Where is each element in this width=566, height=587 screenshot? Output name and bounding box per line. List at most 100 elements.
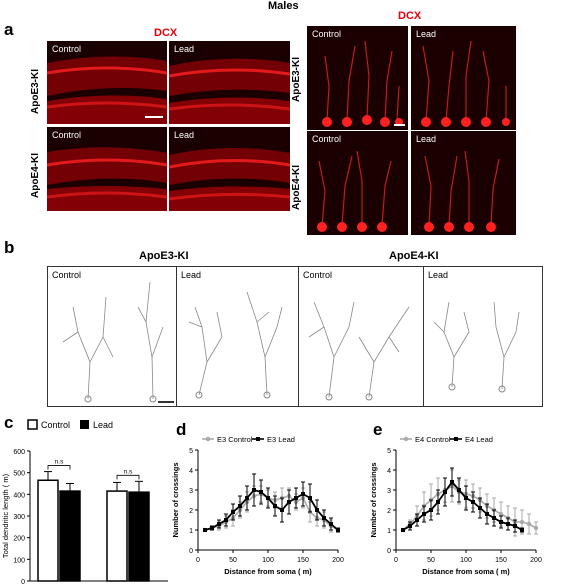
y-tick-label: 2 (387, 508, 391, 515)
legend-marker (256, 437, 260, 441)
trace-label: Control (303, 270, 333, 280)
trace-e3-control: Control (47, 266, 178, 407)
chart-c-dendritic-length: 0 100 200 300 400 500 600 Total dendritic lengt… (1, 419, 168, 586)
data-point (498, 511, 504, 517)
data-point (217, 522, 221, 526)
bar (59, 490, 81, 582)
trace-e4-control: Control (298, 266, 425, 407)
scale-bar (394, 124, 405, 126)
y-tick-label: 300 (13, 514, 25, 521)
micrograph-e3-control-low: Control (47, 41, 167, 124)
data-point (408, 524, 412, 528)
y-tick-label: 0 (21, 579, 25, 586)
panel-e-letter: e (373, 420, 383, 439)
data-point (520, 528, 524, 532)
data-point (443, 490, 447, 494)
micrograph-e3-control-high: Control (307, 26, 408, 130)
y-tick-label: 500 (13, 471, 25, 478)
dendrite-trace (62, 281, 164, 403)
y-axis-label: Total dendritic length ( m) (1, 473, 10, 558)
legend-marker (205, 436, 211, 442)
x-tick-label: 50 (427, 557, 435, 564)
data-point (457, 488, 461, 492)
x-tick-label: 100 (460, 557, 472, 564)
dcx-label-right: DCX (398, 10, 422, 22)
micrograph-e4-lead-low: Lead (169, 127, 290, 211)
y-tick-label: 400 (13, 492, 25, 499)
micrograph-e4-control-high: Control (307, 131, 408, 235)
group-title-apoe4: ApoE4-KI (389, 250, 439, 262)
significance-bracket (47, 465, 71, 470)
y-tick-label: 3 (189, 488, 193, 495)
data-point (231, 510, 235, 514)
data-point (519, 519, 525, 525)
x-tick-label: 150 (297, 557, 309, 564)
micrograph-label: Lead (416, 29, 437, 39)
legend-label-control: Control (41, 420, 70, 430)
significance-label: n.s (55, 459, 64, 466)
data-point (513, 524, 517, 528)
dendrite-trace (308, 301, 410, 401)
data-point (308, 496, 312, 500)
data-point (422, 512, 426, 516)
data-point (429, 508, 433, 512)
neuron-texture (322, 40, 403, 127)
x-tick-label: 0 (196, 557, 200, 564)
x-tick-label: 200 (530, 557, 542, 564)
series-line (402, 480, 523, 531)
data-point (259, 490, 263, 494)
scale-bar (145, 116, 163, 118)
y-tick-label: 0 (387, 548, 391, 555)
panel-d-letter: d (176, 420, 187, 439)
data-point (401, 528, 405, 532)
x-axis-label: Distance from soma ( m) (422, 567, 510, 576)
micrograph-label: Control (312, 134, 342, 144)
data-point (294, 496, 298, 500)
y-tick-label: 100 (13, 557, 25, 564)
row-label-apoe3-right: ApoE3-KI (291, 57, 302, 102)
data-point (245, 496, 249, 500)
neuron-texture (317, 150, 392, 232)
x-tick-label: 200 (332, 557, 344, 564)
data-point (315, 508, 319, 512)
y-tick-label: 600 (13, 449, 25, 456)
neuron-texture (424, 150, 500, 232)
micrograph-e4-control-low: Control (47, 127, 167, 211)
x-tick-label: 0 (394, 557, 398, 564)
y-axis-label: Number of crossings (369, 462, 378, 537)
legend-marker (403, 436, 409, 442)
panel-a-letter: a (4, 20, 14, 39)
y-tick-label: 3 (387, 488, 391, 495)
micrograph-e3-lead-high: Lead (411, 26, 516, 130)
tissue-texture (169, 58, 290, 124)
data-point (210, 526, 214, 530)
legend-label: E4 Lead (465, 435, 493, 444)
data-point (336, 528, 340, 532)
legend-swatch-control (27, 419, 38, 430)
x-tick-label: 50 (229, 557, 237, 564)
data-point (471, 500, 475, 504)
y-tick-label: 0 (189, 548, 193, 555)
data-point (526, 521, 532, 527)
data-point (238, 504, 242, 508)
y-tick-label: 200 (13, 536, 25, 543)
bar (128, 491, 150, 582)
data-point (533, 525, 539, 531)
y-tick-label: 1 (189, 528, 193, 535)
bar (106, 490, 128, 582)
figure-header: Males (268, 0, 299, 12)
data-point (450, 480, 454, 484)
neuron-texture (421, 40, 510, 127)
data-point (478, 506, 482, 510)
micrograph-label: Control (312, 29, 342, 39)
micrograph-label: Lead (174, 130, 195, 140)
data-point (203, 528, 207, 532)
data-point (492, 516, 496, 520)
dcx-label-left: DCX (154, 27, 178, 39)
data-point (273, 504, 277, 508)
bar (37, 479, 59, 582)
data-point (436, 500, 440, 504)
data-point (322, 516, 326, 520)
trace-label: Lead (428, 270, 449, 280)
